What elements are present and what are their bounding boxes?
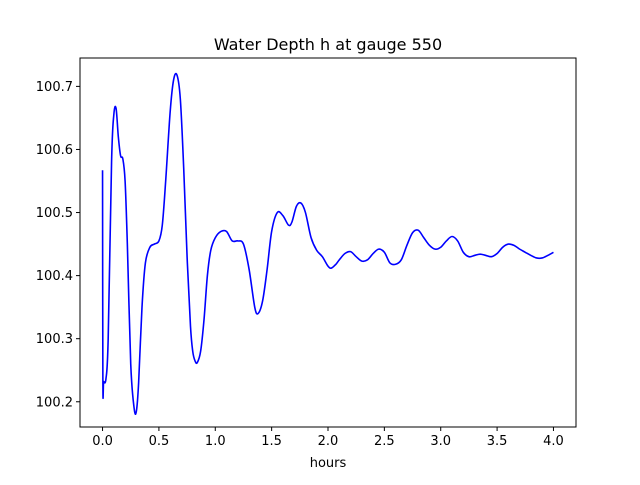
series-line-0 — [101, 72, 554, 415]
x-tick-label: 0.0 — [92, 434, 113, 449]
y-tick-label: 100.6 — [36, 143, 73, 158]
x-axis-ticks: 0.0 0.5 1.0 1.5 2.0 2.5 3.0 3.5 4.0 — [92, 427, 564, 449]
series-layer — [101, 72, 554, 415]
y-axis-ticks: 100.2 100.3 100.4 100.5 100.6 100.7 — [36, 80, 80, 410]
x-tick-label: 1.0 — [205, 434, 226, 449]
y-tick-label: 100.5 — [36, 206, 73, 221]
x-tick-label: 0.5 — [149, 434, 170, 449]
y-tick-label: 100.4 — [36, 269, 73, 284]
plot-area — [80, 58, 576, 427]
plot-frame — [79, 57, 577, 428]
x-tick-label: 3.5 — [487, 434, 508, 449]
x-tick-label: 2.5 — [374, 434, 395, 449]
x-tick-label: 1.5 — [261, 434, 282, 449]
chart-title: Water Depth h at gauge 550 — [214, 35, 442, 54]
x-tick-label: 3.0 — [430, 434, 451, 449]
x-axis-label: hours — [310, 456, 347, 471]
x-tick-label: 2.0 — [318, 434, 339, 449]
y-tick-label: 100.2 — [36, 395, 73, 410]
x-tick-label: 4.0 — [543, 434, 564, 449]
y-tick-label: 100.3 — [36, 332, 73, 347]
y-tick-label: 100.7 — [36, 80, 73, 95]
